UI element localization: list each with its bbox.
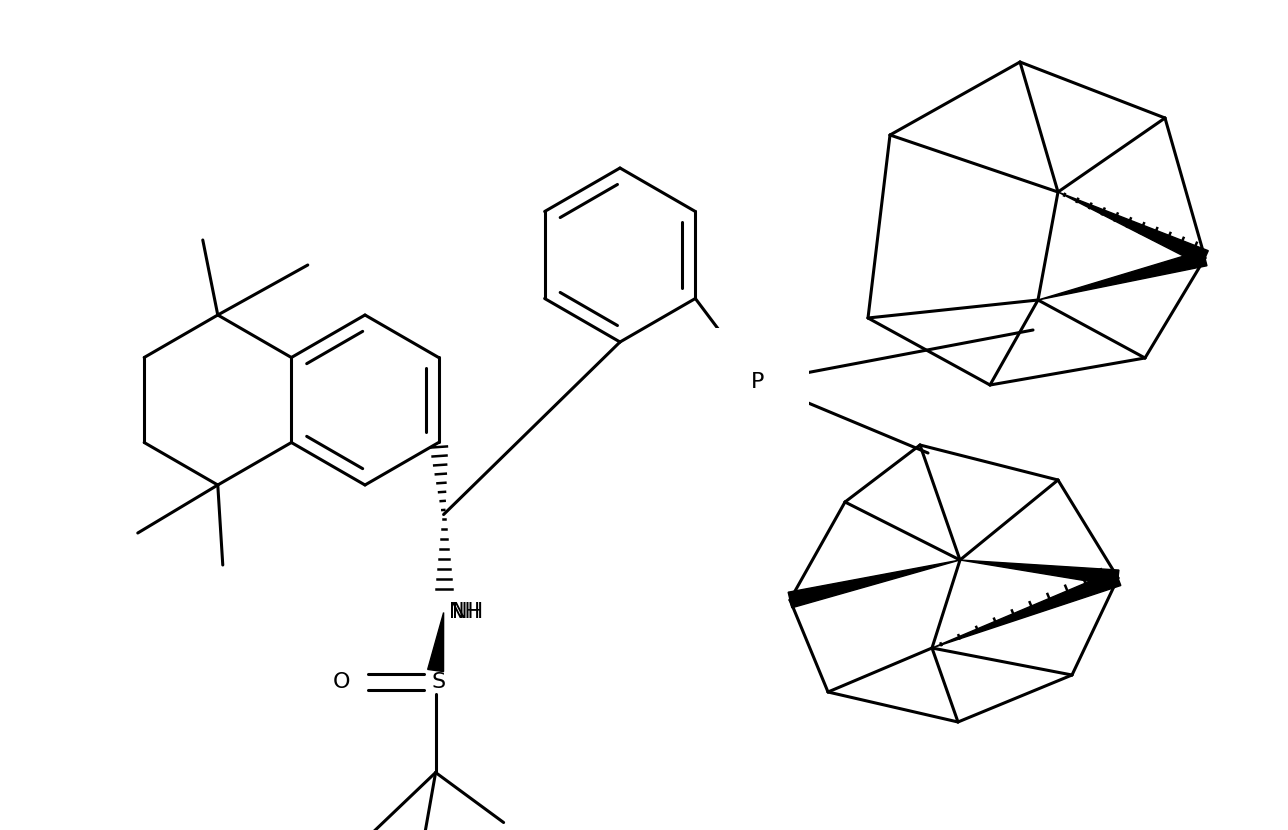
Text: S: S [431,672,446,692]
Text: P: P [751,372,765,392]
Text: O: O [332,672,350,692]
Text: P: P [751,372,765,392]
Polygon shape [428,613,443,671]
Text: O: O [332,672,350,692]
Polygon shape [788,560,960,608]
Polygon shape [1057,192,1208,266]
Polygon shape [933,570,1121,648]
Polygon shape [960,560,1119,586]
Text: S: S [431,672,446,692]
Text: NH: NH [448,603,479,622]
Polygon shape [1038,250,1207,300]
Text: NH: NH [452,603,483,622]
